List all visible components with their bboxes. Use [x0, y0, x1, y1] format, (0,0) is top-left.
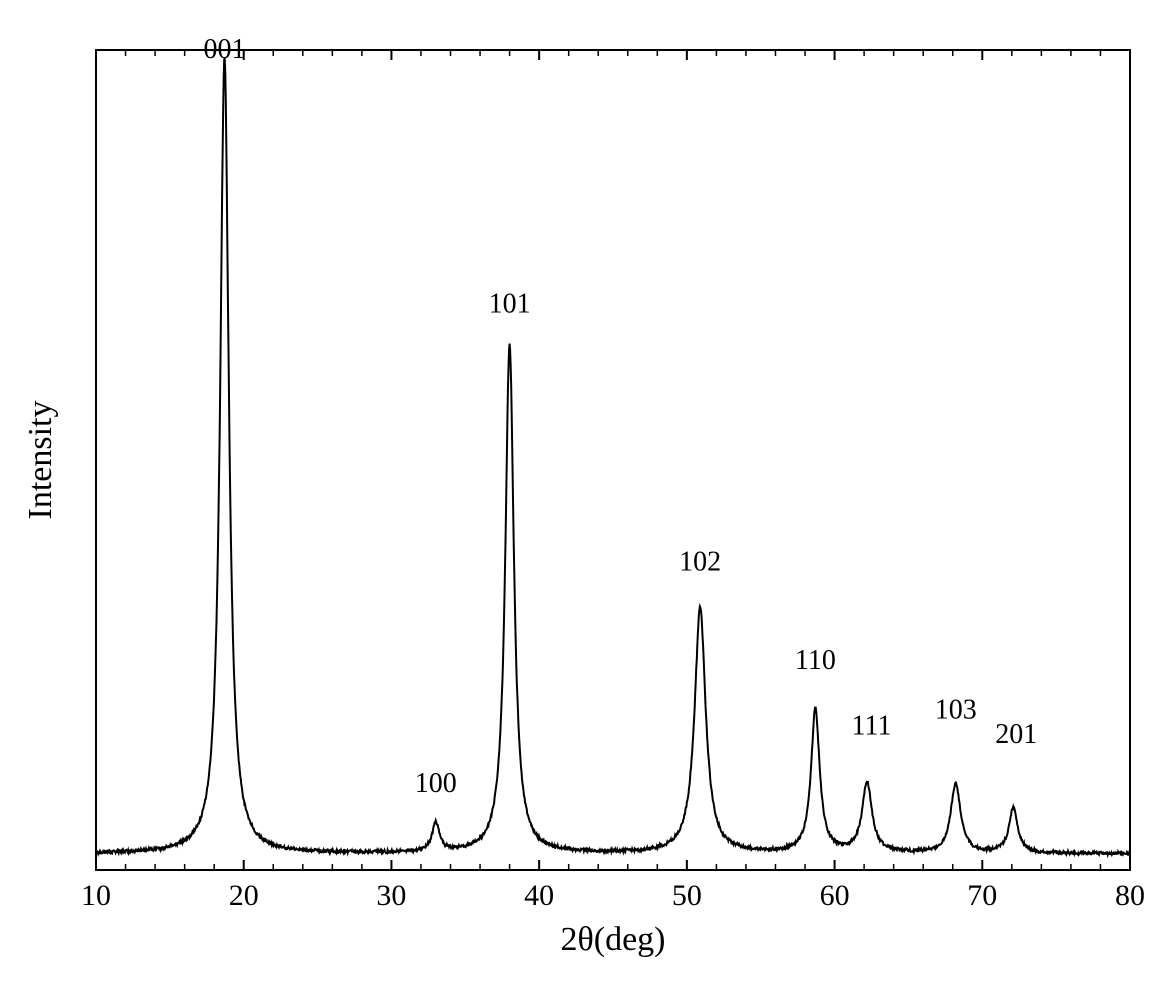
y-axis-label: Intensity: [22, 401, 59, 520]
x-tick-label: 70: [967, 879, 997, 912]
x-tick-label: 60: [820, 879, 850, 912]
peak-label-001: 001: [204, 34, 246, 65]
peak-label-101: 101: [489, 288, 531, 319]
xrd-pattern-line: [96, 58, 1130, 855]
peak-label-201: 201: [995, 719, 1037, 750]
peak-label-110: 110: [795, 645, 836, 676]
xrd-chart: 10 20 30 40 50 60 70 80 2θ(deg) Intensity 001 100 10…: [0, 0, 1157, 984]
x-tick-label: 20: [229, 879, 259, 912]
peak-label-111: 111: [852, 711, 892, 742]
x-tick-label: 80: [1115, 879, 1145, 912]
x-axis-label: 2θ(deg): [560, 921, 665, 958]
x-tick-label: 10: [81, 879, 111, 912]
x-tick-label: 40: [524, 879, 554, 912]
x-tick-label: 50: [672, 879, 702, 912]
x-tick-label: 30: [376, 879, 406, 912]
peak-label-100: 100: [415, 768, 457, 799]
chart-svg: 10 20 30 40 50 60 70 80 2θ(deg) Intensity 001 100 10…: [0, 0, 1157, 984]
peak-label-103: 103: [935, 694, 977, 725]
peak-label-102: 102: [679, 547, 721, 578]
